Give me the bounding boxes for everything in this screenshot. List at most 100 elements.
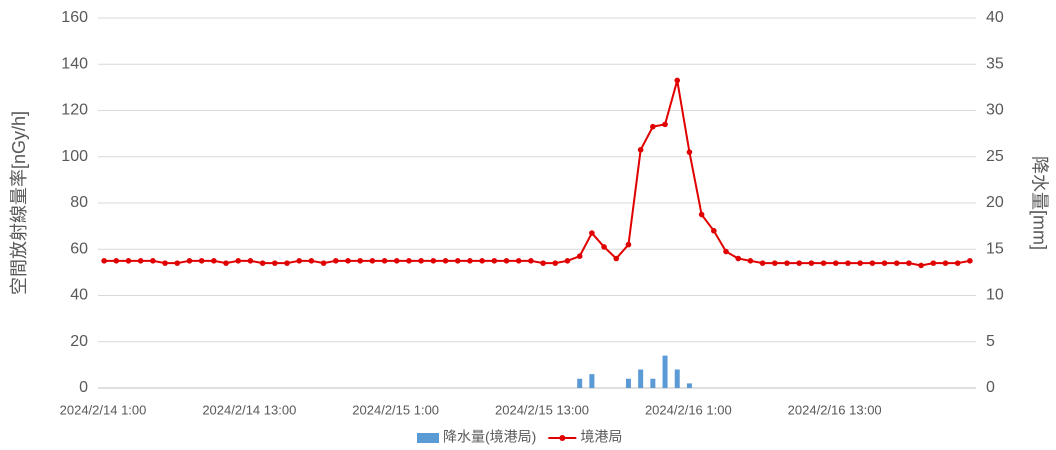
x-tick-label: 2024/2/15 13:00 [495,402,589,417]
line-marker [406,258,412,264]
bar [662,355,668,388]
line-marker [759,260,766,266]
line-marker [918,262,924,269]
line-marker [125,258,132,264]
line-marker [296,258,303,264]
bar [686,383,692,388]
y-tick-label: 0 [79,379,88,396]
legend-label: 境港局 [580,429,622,445]
line-marker [662,121,668,128]
line-marker [381,258,388,264]
legend-swatch [417,433,439,443]
x-tick-label: 2024/2/16 13:00 [788,402,882,417]
legend-marker [559,435,566,441]
line-marker [101,258,107,264]
line-marker [442,258,449,264]
y-tick-label: 40 [70,287,88,304]
line-marker [906,260,912,266]
line-marker [345,258,351,264]
line-marker [454,258,461,264]
line-marker [686,149,693,155]
line-marker [637,147,644,153]
line-marker [174,260,181,266]
y-axis-title: 空間放射線量率[nGy/h] [9,111,29,295]
line-marker [808,260,815,266]
line-marker [162,260,168,266]
line-marker [430,258,437,264]
bar [589,374,595,388]
line-marker [674,77,681,84]
y-tick-label: 100 [61,148,88,165]
line-marker [186,258,193,264]
line-marker [211,258,217,264]
bar [577,378,583,388]
line-marker [796,260,802,266]
line-marker [869,260,876,266]
x-tick-label: 2024/2/14 1:00 [60,402,147,417]
line-marker [284,260,290,266]
y-tick-label: 120 [61,102,88,119]
line-marker [418,258,424,264]
line-marker [223,260,229,266]
line-marker [564,258,571,264]
line-marker [113,258,120,264]
line-marker [930,260,937,266]
y-tick-label: 20 [70,333,88,350]
line-marker [515,258,522,264]
bar [650,378,656,388]
y2-tick-label: 0 [986,379,995,396]
line-marker [528,258,534,264]
line-marker [601,244,607,250]
line-marker [771,260,778,266]
line-marker [698,211,705,218]
bar [674,369,680,388]
x-tick-label: 2024/2/14 13:00 [202,402,296,417]
y2-tick-label: 30 [986,102,1004,119]
line-marker [967,258,973,264]
line-marker [893,260,900,266]
line-marker [723,248,729,255]
line-marker [137,258,144,264]
line-marker [845,260,851,266]
line-marker [613,255,620,262]
line [104,80,971,267]
line-marker [942,260,949,266]
line-marker [320,260,327,266]
y2-tick-label: 10 [986,287,1004,304]
legend-label: 降水量(境港局) [443,429,536,445]
line-marker [332,258,339,264]
line-marker [625,241,632,248]
line-marker [357,258,363,264]
line-marker [576,253,583,259]
line-marker [150,258,156,264]
line-marker [857,260,863,266]
y2-tick-label: 25 [986,148,1004,165]
line-marker [650,123,656,130]
line-marker [747,258,754,264]
y-tick-label: 160 [61,9,88,26]
line-marker [235,258,242,264]
line-marker [589,230,595,236]
y2-tick-label: 5 [986,333,995,350]
x-tick-label: 2024/2/16 1:00 [645,402,732,417]
bar [638,369,644,388]
line-marker [735,255,742,262]
y2-tick-label: 40 [986,9,1004,26]
line-marker [954,260,961,266]
line-marker [479,258,485,264]
line-marker [467,258,473,264]
y-tick-label: 80 [70,194,88,211]
line-marker [711,227,717,234]
line-marker [820,260,827,266]
line-marker [552,260,559,266]
line-marker [881,260,888,266]
line-marker [198,258,205,264]
y2-tick-label: 20 [986,194,1004,211]
line-marker [540,260,546,266]
line-marker [272,260,278,266]
bar [625,378,631,388]
y2-axis-title: 降水量[mm] [1029,156,1049,250]
line-marker [369,258,376,264]
line-marker [491,258,498,264]
